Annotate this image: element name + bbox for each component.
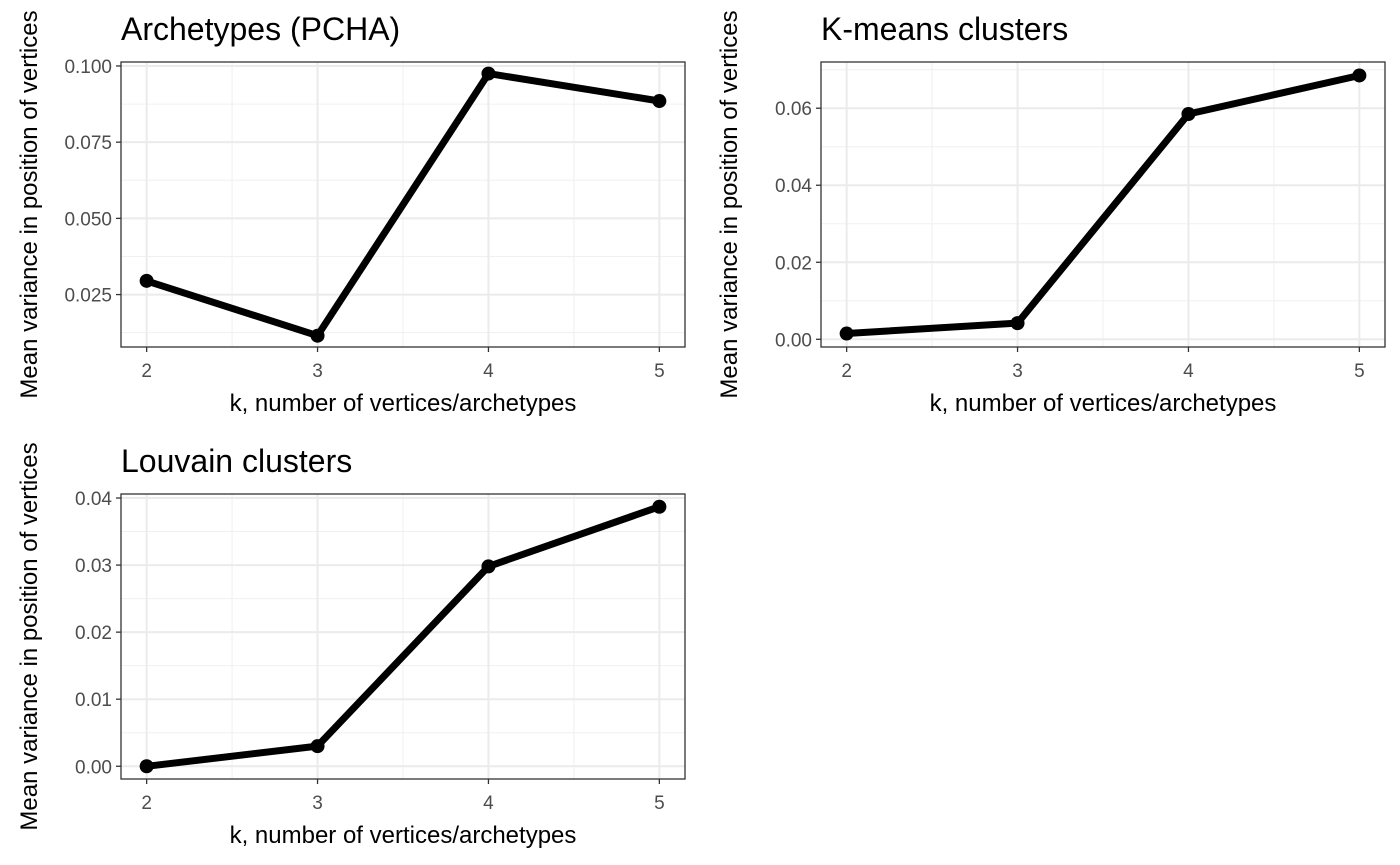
x-tick-label: 3 (1012, 361, 1023, 382)
chart-panel-2: 2 3 4 5 0.00 0.02 0.04 0.06 K-means clusters k, n… (716, 10, 1386, 417)
data-point (839, 326, 854, 341)
x-tick-label: 4 (483, 361, 494, 382)
series-line (146, 503, 661, 770)
panel-border (120, 493, 686, 780)
y-tick-label: 0.100 (64, 57, 112, 78)
x-tick-label: 5 (654, 793, 665, 814)
y-tick-label: 0.00 (75, 757, 112, 778)
x-tick-label: 2 (841, 361, 852, 382)
x-tick-label: 3 (312, 793, 323, 814)
y-axis-title: Mean variance in position of vertices (16, 442, 43, 830)
data-point (481, 559, 496, 574)
y-tick-label: 0.02 (775, 253, 812, 274)
y-axis-title: Mean variance in position of vertices (16, 10, 43, 398)
x-tick-label: 4 (1183, 361, 1194, 382)
y-tick-label: 0.04 (775, 176, 812, 197)
data-point (139, 273, 154, 288)
x-tick-label: 4 (483, 793, 494, 814)
data-point (310, 739, 325, 754)
y-tick-label: 0.050 (64, 209, 112, 230)
x-axis-title: k, number of vertices/archetypes (930, 390, 1277, 417)
x-axis-title: k, number of vertices/archetypes (230, 390, 577, 417)
data-point (652, 499, 667, 514)
y-tick-label: 0.03 (75, 556, 112, 577)
y-tick-label: 0.00 (775, 330, 812, 351)
data-point (310, 328, 325, 343)
y-tick-label: 0.04 (75, 489, 112, 510)
y-axis-title: Mean variance in position of vertices (716, 10, 743, 398)
series-line (145, 70, 660, 340)
data-point (1181, 106, 1196, 121)
panel-title: K-means clusters (821, 11, 1068, 47)
data-point (481, 66, 496, 81)
y-tick-label: 0.075 (64, 133, 112, 154)
x-tick-label: 2 (141, 361, 152, 382)
panel-border (820, 61, 1386, 348)
panel-title: Archetypes (PCHA) (121, 11, 400, 47)
x-tick-label: 3 (312, 361, 323, 382)
y-tick-label: 0.025 (64, 286, 112, 307)
y-tick-label: 0.02 (75, 623, 112, 644)
chart-panel-1: 2 3 4 5 0.025 0.050 0.075 0.100 Archetypes (PCHA… (16, 10, 686, 417)
chart-panel-3: 2 3 4 5 0.00 0.01 0.02 0.03 0.04 Louvain clusters… (16, 442, 686, 849)
y-tick-label: 0.01 (75, 690, 112, 711)
series-line (846, 72, 1361, 337)
x-axis-title: k, number of vertices/archetypes (230, 822, 577, 849)
data-point (139, 759, 154, 774)
panel-border (120, 61, 686, 348)
y-tick-label: 0.06 (775, 99, 812, 120)
x-tick-label: 2 (141, 793, 152, 814)
x-tick-label: 5 (1354, 361, 1365, 382)
panel-title: Louvain clusters (121, 443, 352, 479)
data-point (1010, 316, 1025, 331)
data-point (1352, 68, 1367, 83)
data-point (652, 94, 667, 109)
x-tick-label: 5 (654, 361, 665, 382)
